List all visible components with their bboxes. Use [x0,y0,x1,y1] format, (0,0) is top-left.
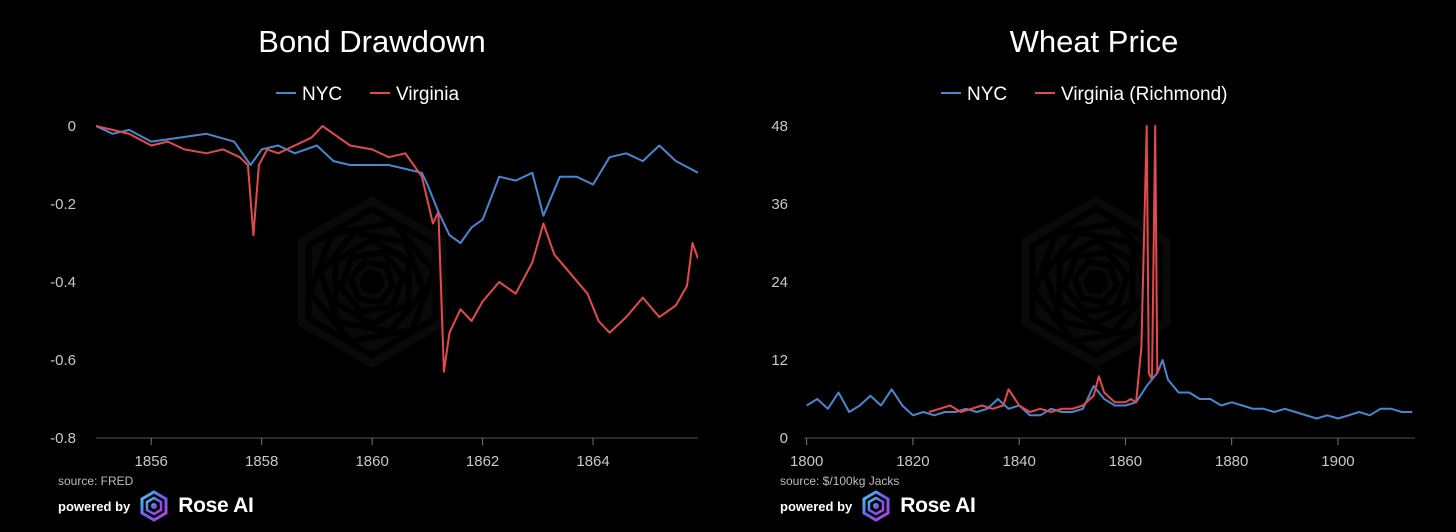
x-tick-label: 1800 [790,453,823,470]
legend-item-virginia[interactable]: Virginia (Richmond) [1035,84,1228,105]
rose-ai-logo-icon [140,490,168,522]
powered-by-badge[interactable]: powered by Rose AI [58,490,254,522]
legend-item-virginia[interactable]: Virginia [370,84,459,105]
x-tick-label: 1820 [896,453,929,470]
wheat-price-chart: Wheat Price NYC Virginia (Richmond) 0 12 24 36… [771,24,1415,470]
y-tick-label: 24 [771,274,788,291]
y-tick-label: -0.2 [50,196,76,213]
y-tick-label: 36 [771,196,788,213]
y-tick-label: 12 [771,352,788,369]
chart-title: Wheat Price [1010,24,1179,59]
y-tick-label: 48 [771,118,788,135]
watermark-logo [297,196,447,368]
rose-ai-brand-name: Rose AI [900,494,976,517]
x-tick-label: 1858 [245,453,278,470]
legend-label: Virginia (Richmond) [1061,84,1228,105]
y-tick-label: -0.4 [50,274,76,291]
watermark-logo [1021,196,1171,368]
x-tick-label: 1900 [1321,453,1354,470]
chart-source-note: source: FRED [58,474,134,488]
y-tick-label: -0.8 [50,430,76,447]
x-tick-label: 1864 [576,453,609,470]
x-tick-label: 1862 [466,453,499,470]
series-line-virginia [96,125,698,373]
x-tick-label: 1860 [355,453,388,470]
x-tick-label: 1880 [1215,453,1248,470]
rose-ai-brand-name: Rose AI [178,494,254,517]
rose-ai-logo-icon [862,490,890,522]
bond-drawdown-panel: Bond Drawdown NYC Virginia 0 -0.2 -0.4 -0.6 -0.… [50,24,698,522]
wheat-price-panel: Wheat Price NYC Virginia (Richmond) 0 12 24 36… [728,0,1456,532]
bond-drawdown-chart: Bond Drawdown NYC Virginia 0 -0.2 -0.4 -0.6 -0.… [50,24,698,470]
y-tick-label: 0 [68,118,76,135]
chart-source-note: source: $/100kg Jacks [780,474,900,488]
legend-label: Virginia [396,84,459,105]
series-line-nyc [806,359,1413,420]
legend-label: NYC [967,84,1007,105]
chart-title: Bond Drawdown [258,24,485,59]
series-line-virginia [928,125,1161,413]
powered-by-badge[interactable]: powered by Rose AI [780,490,976,522]
y-tick-label: 0 [780,430,788,447]
x-tick-label: 1860 [1109,453,1142,470]
series-line-nyc [96,125,698,244]
powered-by-label: powered by [58,498,131,514]
x-tick-label: 1856 [135,453,168,470]
legend-label: NYC [302,84,342,105]
powered-by-label: powered by [780,498,853,514]
legend-item-nyc[interactable]: NYC [276,84,342,105]
x-tick-label: 1840 [1002,453,1035,470]
y-tick-label: -0.6 [50,352,76,369]
legend-item-nyc[interactable]: NYC [941,84,1007,105]
